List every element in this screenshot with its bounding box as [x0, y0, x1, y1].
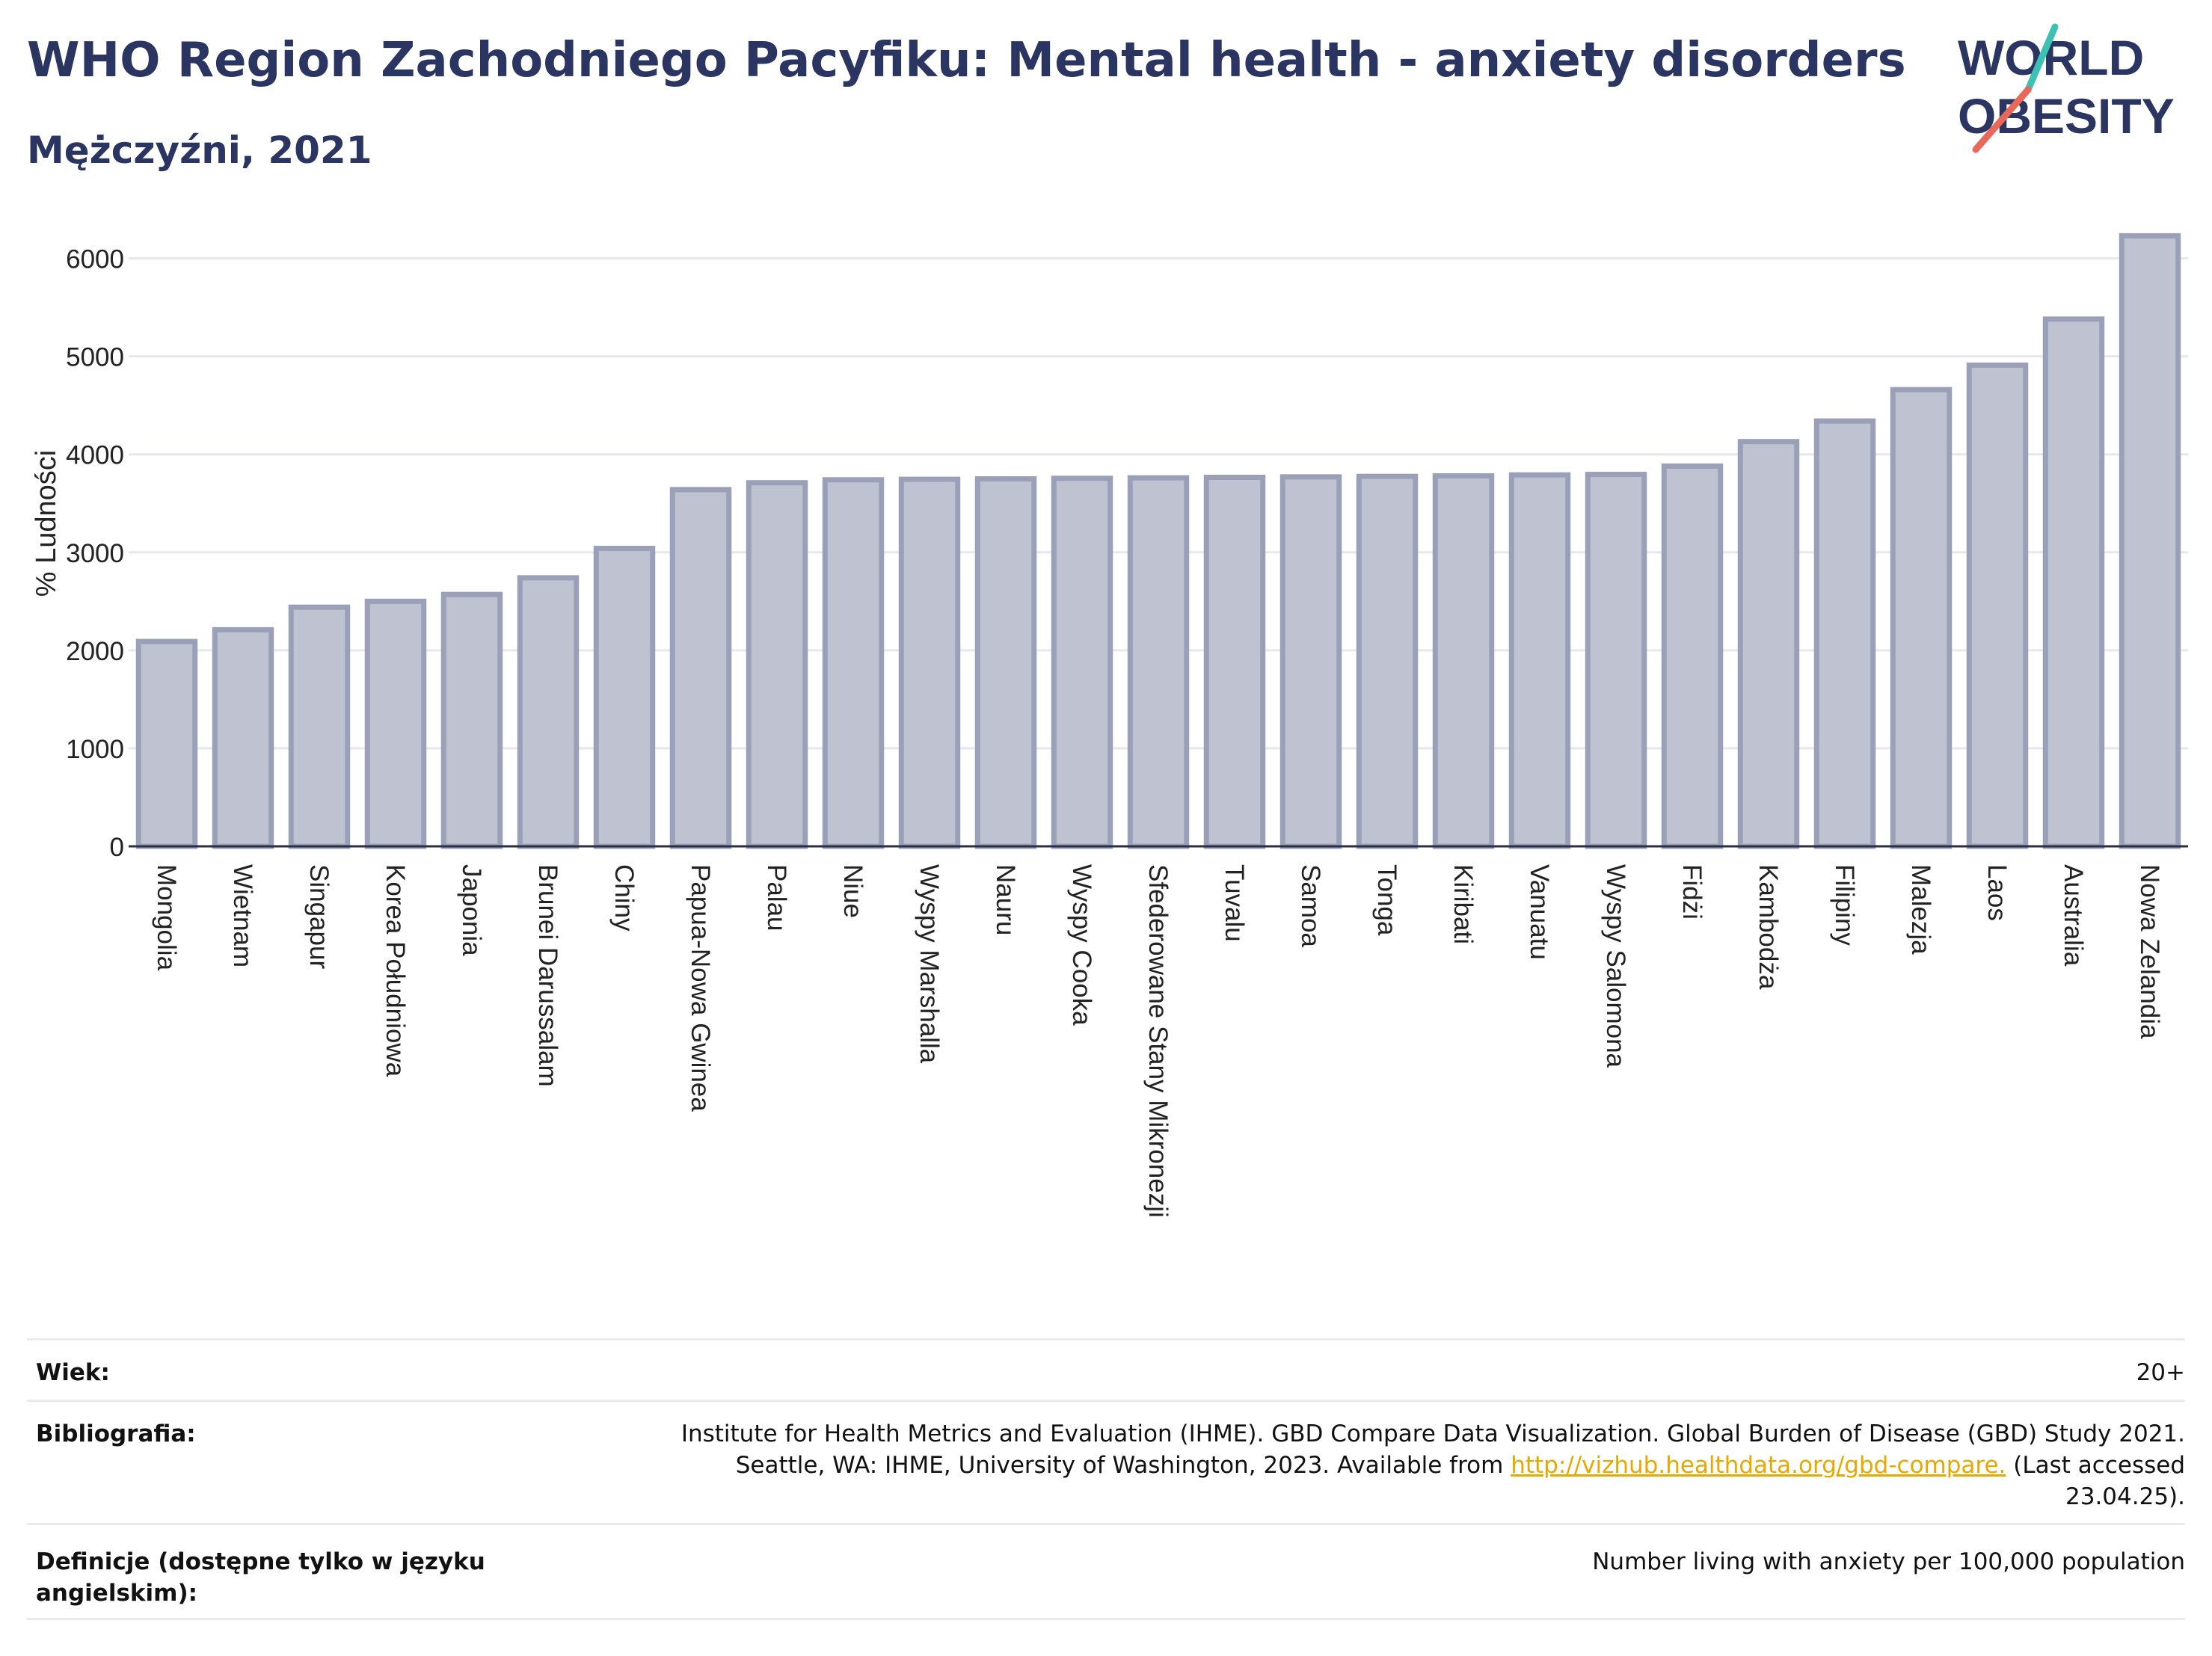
definitions-value: Number living with anxiety per 100,000 p…	[1592, 1548, 2185, 1575]
bar	[1356, 473, 1419, 849]
bar	[898, 476, 961, 849]
bar	[1051, 475, 1113, 849]
bar	[1279, 474, 1342, 849]
page-title: WHO Region Zachodniego Pacyfiku: Mental …	[27, 33, 1906, 88]
x-tick-label: Singapur	[304, 864, 334, 969]
x-tick-label: Chiny	[609, 864, 639, 932]
x-tick-label: Papua-Nowa Gwinea	[686, 864, 715, 1112]
bar	[288, 604, 351, 849]
logo-line2: OBESITY	[1958, 88, 2175, 144]
bar	[1661, 463, 1724, 849]
bar	[1966, 362, 2029, 849]
bar	[1585, 472, 1647, 849]
definitions-label: Definicje (dostępne tylko w języku angie…	[36, 1548, 485, 1607]
x-tick-label: Kambodża	[1754, 864, 1783, 990]
y-tick-label: 0	[110, 833, 124, 862]
x-tick-label: Palau	[762, 864, 791, 932]
bar	[2119, 233, 2181, 849]
bibliography-line2: Seattle, WA: IHME, University of Washing…	[615, 1450, 2185, 1481]
bar	[593, 546, 656, 849]
x-tick-label: Fidżi	[1677, 864, 1706, 920]
bibliography-line1: Institute for Health Metrics and Evaluat…	[681, 1420, 2185, 1447]
x-tick-label: Vanuatu	[1525, 864, 1554, 960]
bibliography-label: Bibliografia:	[36, 1420, 196, 1447]
x-tick-label: Malezja	[1906, 864, 1935, 955]
x-tick-label: Nowa Zelandia	[2135, 864, 2164, 1039]
y-tick-label: 4000	[66, 441, 124, 470]
bar	[669, 487, 732, 849]
y-tick-label: 5000	[66, 343, 124, 372]
x-tick-label: Wyspy Salomona	[1601, 864, 1630, 1068]
age-label: Wiek:	[36, 1359, 110, 1386]
bar-chart: 0 1000 2000 3000 4000 5000 6000 Mongolia Wietna…	[31, 233, 2188, 1218]
bibliography-value: Institute for Health Metrics and Evaluat…	[615, 1418, 2185, 1512]
x-tick-label: Wyspy Cooka	[1067, 864, 1096, 1026]
bar	[1813, 418, 1876, 849]
x-tick-label: Sfederowane Stany Mikronezji	[1143, 864, 1173, 1218]
bar	[822, 477, 885, 849]
page-subtitle: Mężczyźni, 2021	[27, 129, 372, 172]
bibliography-link[interactable]: http://vizhub.healthdata.org/gbd-compare…	[1511, 1452, 2006, 1479]
bar	[440, 591, 503, 849]
bar	[212, 627, 274, 849]
bar	[974, 475, 1037, 849]
info-row-age: Wiek: 20+	[27, 1338, 2185, 1400]
x-tick-label: Samoa	[1296, 864, 1325, 947]
bar	[1737, 439, 1800, 849]
y-tick-labels: 0 1000 2000 3000 4000 5000 6000	[66, 245, 124, 862]
bibliography-line2-pre: Seattle, WA: IHME, University of Washing…	[735, 1452, 1511, 1479]
x-tick-label: Niue	[838, 864, 867, 918]
x-tick-label: Laos	[1982, 864, 2012, 921]
logo-red-slash	[1972, 86, 2032, 153]
bibliography-line3: 23.04.25).	[2065, 1483, 2185, 1510]
x-tick-label: Tuvalu	[1220, 864, 1249, 942]
bar	[1432, 473, 1495, 849]
bar	[1508, 472, 1571, 849]
bar	[135, 638, 198, 849]
x-tick-label: Japonia	[457, 864, 486, 956]
y-axis-label: % Ludności	[31, 450, 62, 597]
y-tick-label: 6000	[66, 245, 124, 274]
x-tick-label: Australia	[2059, 864, 2088, 967]
x-tick-labels: Mongolia Wietnam Singapur Korea Południowa J…	[152, 864, 2164, 1218]
x-tick-label: Wietnam	[228, 864, 257, 967]
world-obesity-logo: WORLD OBESITY	[1958, 23, 2175, 153]
x-tick-label: Kiribati	[1448, 864, 1478, 944]
x-tick-label: Tonga	[1372, 864, 1401, 936]
x-tick-label: Brunei Darussalam	[533, 864, 562, 1087]
bars	[135, 233, 2181, 849]
x-tick-label: Nauru	[991, 864, 1020, 935]
bar	[1127, 475, 1190, 849]
bar	[364, 598, 427, 849]
y-tick-label: 2000	[66, 637, 124, 666]
info-row-bibliography: Bibliografia: Institute for Health Metri…	[27, 1400, 2185, 1525]
bar	[746, 480, 808, 849]
bar	[2042, 316, 2105, 849]
info-row-definitions: Definicje (dostępne tylko w języku angie…	[27, 1523, 2185, 1620]
logo-teal-slash	[2024, 23, 2059, 93]
bar	[517, 575, 580, 849]
y-tick-label: 3000	[66, 539, 124, 568]
bar	[1890, 387, 1953, 849]
bibliography-line2-post: (Last accessed	[2006, 1452, 2185, 1479]
x-tick-label: Filipiny	[1830, 864, 1859, 946]
x-tick-label: Korea Południowa	[381, 864, 410, 1077]
age-value: 20+	[2136, 1359, 2185, 1386]
x-tick-label: Wyspy Marshalla	[915, 864, 944, 1064]
bar	[1203, 474, 1266, 849]
y-tick-label: 1000	[66, 735, 124, 764]
x-tick-label: Mongolia	[152, 864, 181, 971]
